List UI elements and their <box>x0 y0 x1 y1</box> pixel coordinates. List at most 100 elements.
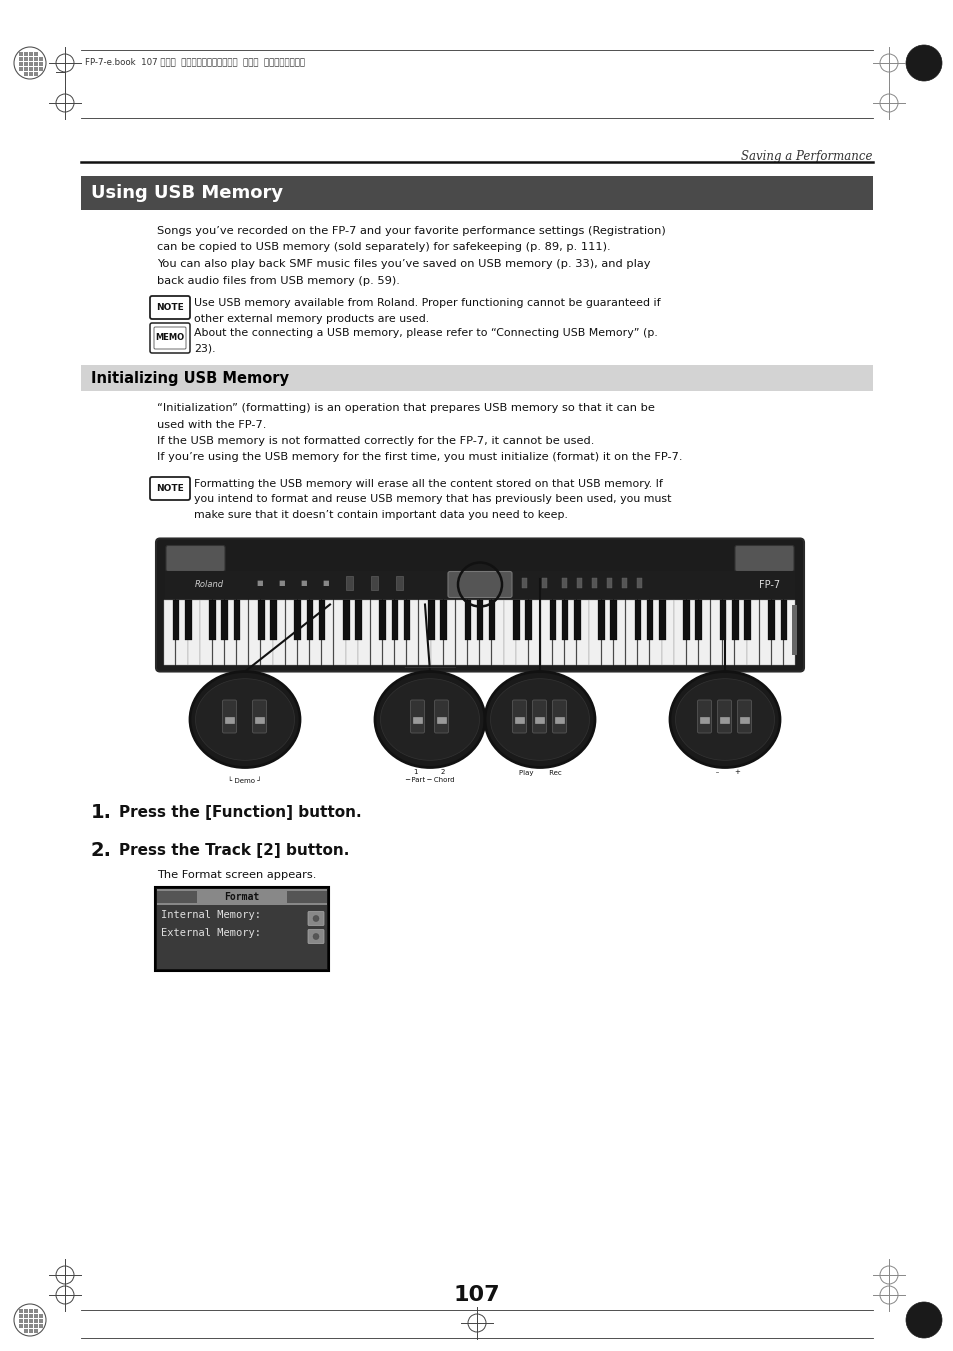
Bar <box>306 600 313 640</box>
Bar <box>418 600 430 665</box>
Bar <box>257 600 264 640</box>
Bar <box>24 72 28 76</box>
Text: If the USB memory is not formatted correctly for the FP-7, it cannot be used.: If the USB memory is not formatted corre… <box>157 436 594 446</box>
Bar <box>29 1324 33 1328</box>
Bar <box>249 600 260 665</box>
Bar <box>287 890 327 902</box>
Bar <box>213 600 224 665</box>
Bar <box>541 577 546 588</box>
Text: can be copied to USB memory (sold separately) for safekeeping (p. 89, p. 111).: can be copied to USB memory (sold separa… <box>157 242 610 253</box>
Bar <box>525 600 532 640</box>
Bar <box>407 600 418 665</box>
Bar <box>34 1309 38 1313</box>
Bar <box>157 905 327 969</box>
Circle shape <box>905 45 941 81</box>
Text: FP-7-e.book  107 ページ  ２００６年１２月１４日  木曜日  午前１０時５７分: FP-7-e.book 107 ページ ２００６年１２月１４日 木曜日 午前１０… <box>85 58 305 66</box>
Bar <box>746 600 758 665</box>
FancyBboxPatch shape <box>308 912 324 925</box>
FancyBboxPatch shape <box>222 700 236 734</box>
Bar <box>34 68 38 72</box>
Bar <box>29 57 33 61</box>
Bar <box>297 600 309 665</box>
Bar <box>720 716 728 723</box>
Bar <box>476 600 483 640</box>
Bar <box>254 716 264 723</box>
Bar <box>29 62 33 66</box>
Text: Formatting the USB memory will erase all the content stored on that USB memory. : Formatting the USB memory will erase all… <box>193 480 662 489</box>
Bar <box>29 68 33 72</box>
Text: FP-7: FP-7 <box>758 580 780 589</box>
Bar <box>601 600 612 665</box>
Bar <box>735 600 746 665</box>
Bar <box>743 600 750 640</box>
Bar <box>492 600 503 665</box>
FancyBboxPatch shape <box>532 700 546 734</box>
Bar <box>34 51 38 55</box>
Text: ─ Part ─ Chord: ─ Part ─ Chord <box>405 777 455 784</box>
Bar <box>540 600 552 665</box>
Bar <box>561 600 568 640</box>
Bar <box>555 716 563 723</box>
Bar <box>165 570 794 598</box>
Bar <box>34 72 38 76</box>
Bar <box>456 600 467 665</box>
Text: MEMO: MEMO <box>155 334 184 343</box>
Bar <box>225 600 236 665</box>
Bar <box>29 1329 33 1333</box>
Bar <box>19 1319 23 1323</box>
Bar <box>428 600 435 640</box>
Text: Press the [Function] button.: Press the [Function] button. <box>119 805 361 820</box>
FancyBboxPatch shape <box>448 571 512 597</box>
FancyBboxPatch shape <box>697 700 711 734</box>
Bar <box>24 1324 28 1328</box>
Bar <box>34 57 38 61</box>
Bar <box>637 577 641 588</box>
Bar <box>358 600 370 665</box>
FancyBboxPatch shape <box>717 700 731 734</box>
Bar <box>24 1315 28 1319</box>
Bar <box>24 57 28 61</box>
Text: NOTE: NOTE <box>156 303 184 312</box>
Bar <box>261 600 273 665</box>
Bar <box>698 600 709 665</box>
Bar <box>780 600 786 640</box>
Bar <box>439 600 446 640</box>
Ellipse shape <box>380 678 479 761</box>
Text: Initializing USB Memory: Initializing USB Memory <box>91 370 289 385</box>
Bar <box>488 600 495 640</box>
Bar <box>294 600 301 640</box>
Bar <box>740 716 748 723</box>
FancyBboxPatch shape <box>156 539 803 671</box>
FancyBboxPatch shape <box>253 700 266 734</box>
Bar <box>513 600 519 640</box>
Bar <box>431 600 442 665</box>
Bar <box>19 57 23 61</box>
Bar <box>200 600 212 665</box>
Text: └ Demo ┘: └ Demo ┘ <box>228 777 261 784</box>
Bar <box>209 600 215 640</box>
Text: Saving a Performance: Saving a Performance <box>740 150 872 163</box>
Bar <box>172 600 179 640</box>
Bar <box>731 600 738 640</box>
Bar <box>34 62 38 66</box>
Bar <box>164 600 175 665</box>
Bar <box>379 600 386 640</box>
Bar <box>24 62 28 66</box>
FancyBboxPatch shape <box>552 700 566 734</box>
Text: you intend to format and reuse USB memory that has previously been used, you mus: you intend to format and reuse USB memor… <box>193 494 671 504</box>
Bar <box>310 600 321 665</box>
FancyBboxPatch shape <box>150 477 190 500</box>
Text: back audio files from USB memory (p. 59).: back audio files from USB memory (p. 59)… <box>157 276 399 285</box>
Bar <box>233 600 240 640</box>
Circle shape <box>905 1302 941 1337</box>
Bar <box>574 600 580 640</box>
Bar <box>413 716 421 723</box>
Bar <box>34 1324 38 1328</box>
Bar <box>464 600 471 640</box>
Bar <box>661 600 673 665</box>
Ellipse shape <box>675 678 774 761</box>
Bar <box>236 600 248 665</box>
Bar <box>650 600 660 665</box>
Bar <box>436 716 446 723</box>
Text: Recorder: Recorder <box>522 657 557 666</box>
